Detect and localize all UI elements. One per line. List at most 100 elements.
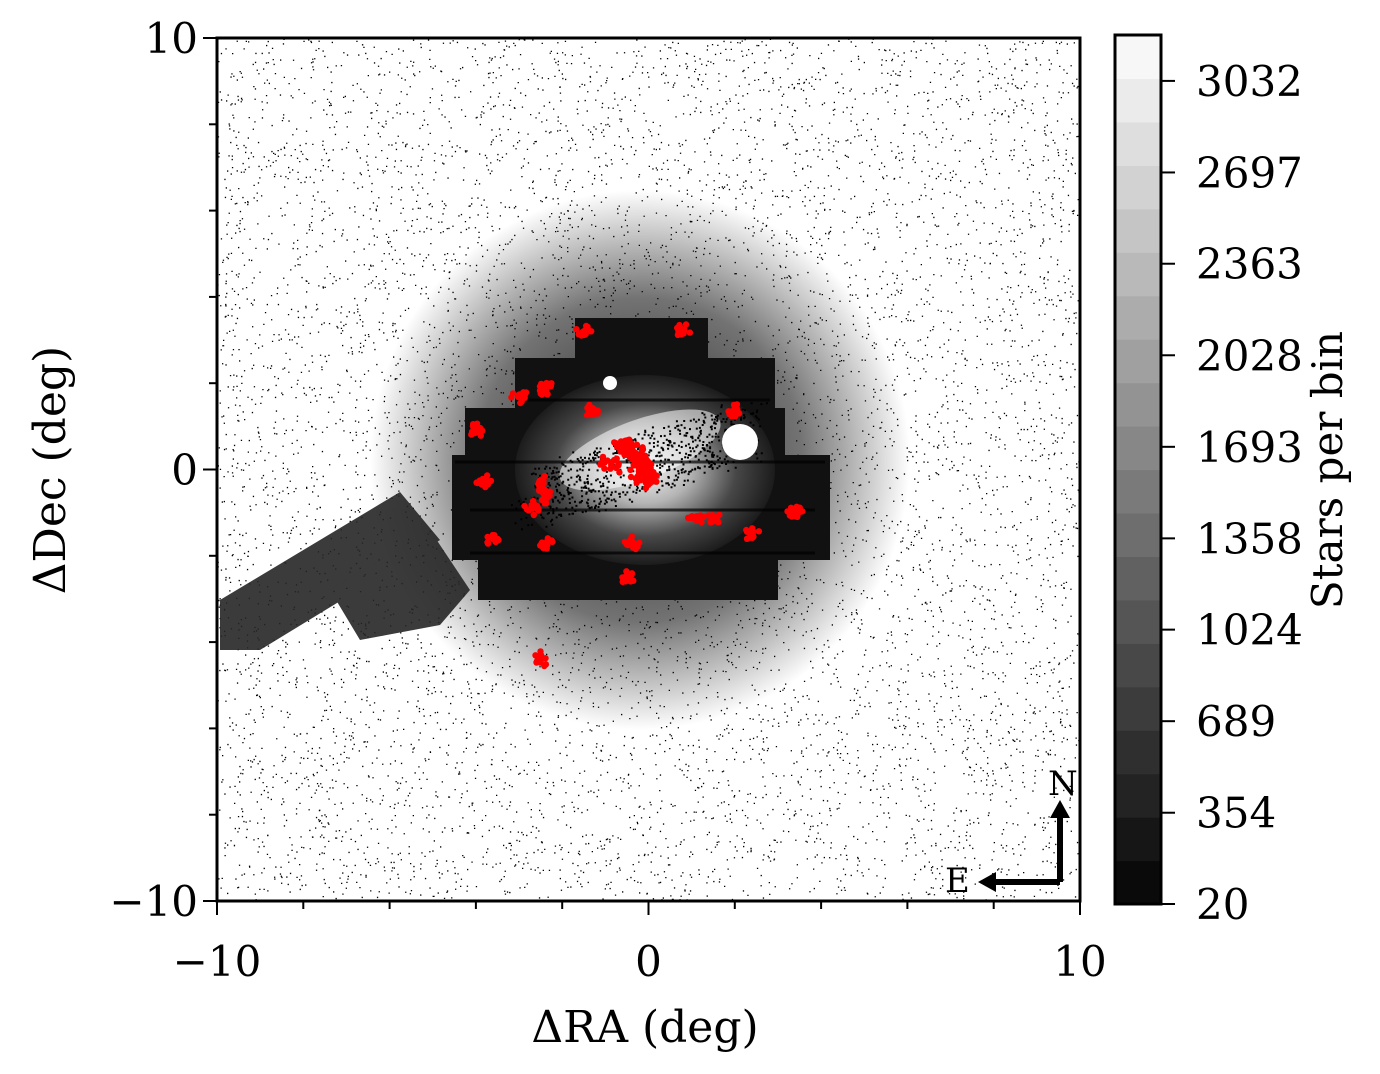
highlight-point (633, 479, 640, 486)
highlight-point (791, 508, 799, 515)
colorbar-tick-label: 1358 (1196, 514, 1303, 563)
highlight-point (509, 390, 517, 397)
highlight-point (470, 421, 477, 428)
highlight-clump (621, 532, 643, 553)
highlight-point (686, 329, 694, 336)
colorbar-band (1115, 426, 1161, 471)
highlight-point (523, 506, 531, 513)
highlight-point (619, 442, 626, 450)
highlight-point (610, 456, 618, 464)
highlight-clump (484, 531, 502, 547)
highlight-point (793, 503, 800, 510)
colorbar-ticks: 20 354 689 1024 1358 1693 2028 2363 2697 3032 (1161, 57, 1303, 929)
highlight-point (481, 478, 488, 485)
y-axis: −10 0 10 (109, 14, 217, 926)
highlight-point (644, 480, 651, 487)
highlight-point (616, 469, 623, 476)
colorbar-tick-label: 2363 (1196, 240, 1303, 289)
highlight-point (624, 451, 631, 458)
highlight-point (580, 328, 587, 335)
colorbar-band (1115, 35, 1161, 80)
colorbar-band (1115, 252, 1161, 297)
highlight-point (583, 322, 590, 330)
colorbar-tick-label: 20 (1196, 880, 1249, 929)
x-axis-label: ΔRA (deg) (531, 1002, 758, 1053)
highlight-point (542, 661, 550, 668)
highlight-point (477, 432, 484, 439)
highlight-point (613, 443, 621, 451)
highlight-point (573, 326, 580, 333)
highlight-point (627, 466, 634, 473)
highlight-point (599, 453, 607, 461)
colorbar-band (1115, 556, 1161, 601)
highlight-point (633, 441, 641, 448)
highlight-point (639, 444, 646, 451)
highlight-point (624, 574, 632, 581)
highlight-point (650, 469, 657, 476)
colorbar-band (1115, 469, 1161, 514)
highlight-clump (743, 525, 763, 542)
highlight-point (700, 513, 707, 521)
colorbar-tick-label: 1024 (1196, 606, 1303, 655)
highlight-point (490, 535, 497, 542)
highlight-point (636, 464, 643, 471)
highlight-clump (508, 389, 530, 407)
colorbar-tick-label: 689 (1196, 697, 1276, 746)
highlight-point (642, 466, 649, 473)
highlight-point (540, 381, 548, 389)
colorbar-label: Stars per bin (1303, 331, 1352, 609)
compass-rose: N E (945, 764, 1078, 901)
y-tick-label: 10 (145, 14, 198, 63)
highlight-bar (597, 436, 660, 492)
highlight-point (682, 321, 690, 328)
highlight-point (698, 519, 705, 526)
highlight-point (676, 321, 683, 329)
highlight-point (494, 535, 502, 543)
highlight-point (623, 568, 630, 576)
highlight-point (544, 541, 551, 549)
highlight-point (634, 454, 641, 461)
y-axis-label: ΔDec (deg) (25, 346, 76, 594)
highlight-point (627, 473, 635, 481)
highlighted-points (468, 321, 806, 670)
highlight-point (732, 405, 739, 412)
highlight-clump (537, 535, 556, 552)
y-tick-label: −10 (109, 877, 198, 926)
highlight-point (487, 477, 495, 485)
masked-region-large (722, 424, 758, 460)
colorbar-band (1115, 773, 1161, 818)
highlight-clump (521, 497, 542, 519)
x-tick-label: 10 (1053, 937, 1106, 986)
highlight-point (634, 543, 641, 550)
highlight-clump (536, 485, 554, 507)
colorbar-band (1115, 730, 1161, 775)
outer-fields (220, 492, 470, 650)
highlight-point (538, 485, 546, 493)
colorbar-band (1115, 121, 1161, 166)
highlight-point (743, 535, 751, 542)
highlight-point (630, 449, 637, 456)
colorbar-band (1115, 860, 1161, 905)
highlight-point (535, 657, 543, 665)
highlight-point (642, 452, 649, 459)
masked-region-small (603, 376, 617, 390)
highlight-point (546, 488, 554, 495)
highlight-point (583, 411, 591, 419)
highlight-point (547, 383, 554, 390)
colorbar-tick-label: 1693 (1196, 423, 1303, 472)
colorbar-band (1115, 382, 1161, 427)
highlight-clump (619, 568, 637, 585)
colorbar-band (1115, 599, 1161, 644)
highlight-clump (536, 379, 555, 398)
highlight-clump (532, 648, 550, 670)
highlight-point (621, 538, 629, 546)
highlight-point (628, 532, 635, 540)
highlight-point (544, 390, 551, 398)
highlight-point (540, 478, 547, 485)
highlight-point (542, 497, 549, 504)
colorbar-band (1115, 295, 1161, 340)
highlight-point (725, 408, 732, 415)
colorbar (1115, 35, 1161, 905)
colorbar-band (1115, 512, 1161, 557)
